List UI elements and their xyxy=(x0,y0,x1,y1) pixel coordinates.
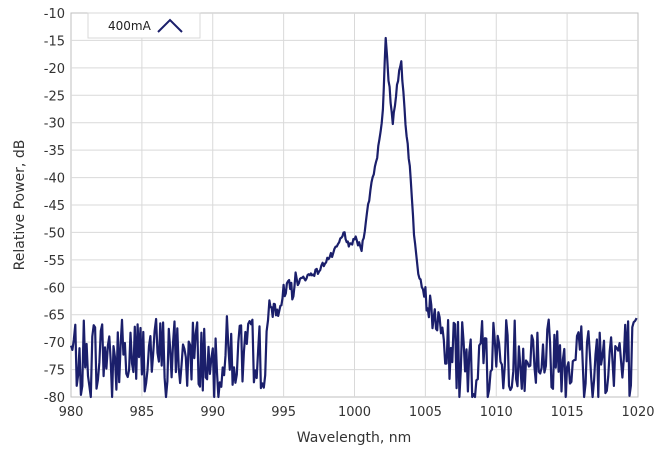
y-tick-label: -60 xyxy=(44,281,65,296)
legend: 400mA xyxy=(87,12,201,39)
x-tick-label: 995 xyxy=(271,405,296,420)
x-tick-label: 1020 xyxy=(621,405,654,420)
y-tick-label: -20 xyxy=(44,62,65,77)
legend-swatch-icon xyxy=(157,18,183,33)
y-tick-label: -10 xyxy=(44,7,65,22)
x-tick-label: 1005 xyxy=(409,405,442,420)
x-tick-label: 1000 xyxy=(338,405,371,420)
y-tick-labels: -10 -15 -20 -25 -30 -35 -40 -45 -50 -55 -60 -65 -70 -… xyxy=(44,7,65,406)
y-tick-label: -75 xyxy=(44,364,65,379)
series-line-400mA xyxy=(69,36,638,399)
y-axis-label: Relative Power, dB xyxy=(12,140,28,271)
x-axis-label: Wavelength, nm xyxy=(297,430,411,446)
y-tick-label: -30 xyxy=(44,117,65,132)
x-tick-label: 985 xyxy=(129,405,154,420)
y-tick-label: -40 xyxy=(44,172,65,187)
y-tick-label: -45 xyxy=(44,199,65,214)
y-tick-label: -15 xyxy=(44,34,65,49)
y-tick-label: -80 xyxy=(44,391,65,406)
y-tick-label: -65 xyxy=(44,309,65,324)
y-tick-label: -25 xyxy=(44,89,65,104)
series-layer xyxy=(69,36,638,399)
legend-label: 400mA xyxy=(108,19,152,33)
x-tick-label: 990 xyxy=(200,405,225,420)
x-tick-labels: 980 985 990 995 1000 1005 1010 1015 1020 xyxy=(59,405,655,420)
y-tick-label: -70 xyxy=(44,336,65,351)
legend-box xyxy=(87,12,201,39)
x-tick-label: 1015 xyxy=(551,405,584,420)
y-tick-label: -55 xyxy=(44,254,65,269)
x-tick-label: 1010 xyxy=(480,405,513,420)
y-tick-label: -35 xyxy=(44,144,65,159)
grid-layer xyxy=(71,13,638,397)
x-tick-label: 980 xyxy=(59,405,84,420)
y-tick-label: -50 xyxy=(44,226,65,241)
